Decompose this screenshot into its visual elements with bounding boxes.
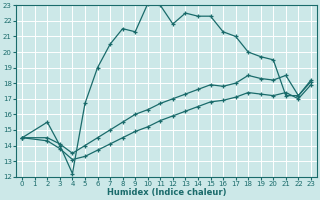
- X-axis label: Humidex (Indice chaleur): Humidex (Indice chaleur): [107, 188, 226, 197]
